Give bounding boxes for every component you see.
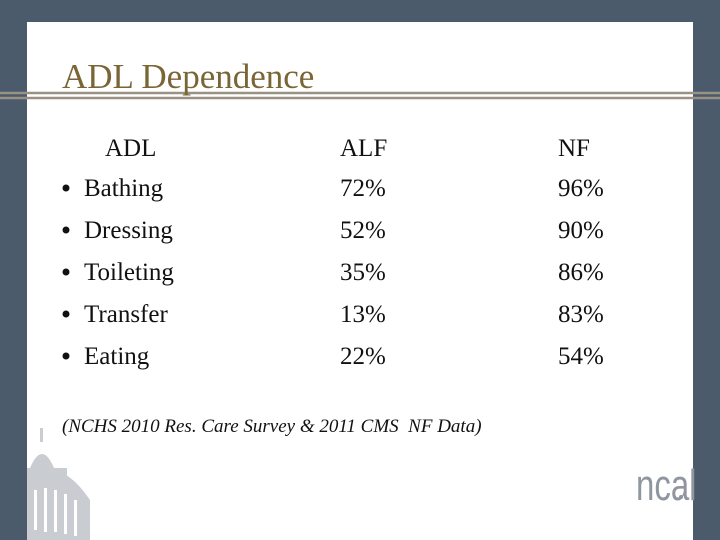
table-cell: 13%	[340, 301, 386, 328]
bullet	[62, 352, 70, 360]
table-cell: Bathing	[84, 175, 164, 202]
table-cell: Toileting	[84, 259, 174, 286]
table-cell: 35%	[340, 259, 386, 286]
logo-dot	[679, 495, 683, 499]
table-cell: 86%	[558, 259, 604, 286]
table-cell: Dressing	[84, 217, 173, 244]
slide-title: ADL Dependence	[62, 57, 314, 96]
footnote: (NCHS 2010 Res. Care Survey & 2011 CMS N…	[62, 416, 482, 437]
bullet	[62, 184, 70, 192]
slide-panel	[27, 22, 693, 540]
table-cell: 90%	[558, 217, 604, 244]
table-cell: 22%	[340, 343, 386, 370]
header-cell: ALF	[340, 135, 387, 162]
bullet	[62, 310, 70, 318]
table-cell: 52%	[340, 217, 386, 244]
table-cell: 83%	[558, 301, 604, 328]
table-cell: 72%	[340, 175, 386, 202]
table-cell: 96%	[558, 175, 604, 202]
table-cell: Transfer	[84, 301, 168, 328]
table-cell: Eating	[84, 343, 150, 370]
table: ADL ALF NF Bathing 72% 96% Dressing 52% 90% Toile…	[62, 135, 604, 370]
bullet	[62, 226, 70, 234]
logo: ncal	[636, 462, 697, 511]
header-cell: NF	[558, 135, 590, 162]
header-cell: ADL	[105, 135, 156, 162]
bullet	[62, 268, 70, 276]
capitol-icon	[27, 428, 90, 540]
table-cell: 54%	[558, 343, 604, 370]
